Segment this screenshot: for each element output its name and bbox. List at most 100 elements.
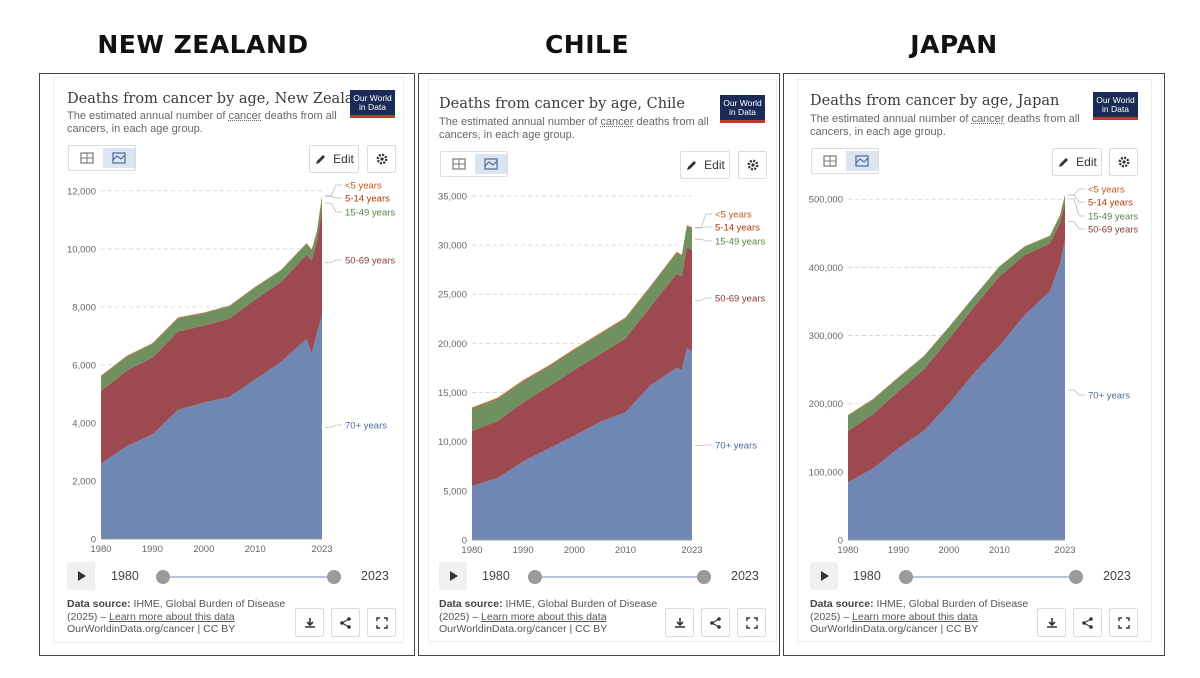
area-series-70-years[interactable] xyxy=(101,315,322,539)
timeline-start-handle[interactable] xyxy=(528,570,542,584)
timeline-track[interactable] xyxy=(542,576,704,578)
x-tick-label: 1990 xyxy=(888,545,909,556)
start-year-label: 1980 xyxy=(853,569,881,583)
share-button[interactable] xyxy=(701,608,730,637)
owid-logo[interactable]: Our World in Data xyxy=(350,90,395,118)
legend-label[interactable]: 70+ years xyxy=(1088,391,1130,402)
share-button[interactable] xyxy=(1073,608,1102,637)
y-tick-label: 400,000 xyxy=(809,263,843,274)
view-toggle xyxy=(811,148,879,174)
learn-more-link[interactable]: Learn more about this data xyxy=(852,610,978,623)
y-tick-label: 200,000 xyxy=(809,399,843,410)
share-icon xyxy=(710,617,721,629)
legend-label[interactable]: <5 years xyxy=(345,181,382,192)
table-view-button[interactable] xyxy=(71,148,103,168)
y-tick-label: 2,000 xyxy=(72,476,96,487)
legend-label[interactable]: 50-69 years xyxy=(1088,225,1138,236)
legend-label[interactable]: 50-69 years xyxy=(715,294,765,305)
legend-connector xyxy=(1068,389,1085,396)
learn-more-link[interactable]: Learn more about this data xyxy=(109,610,235,623)
legend-label[interactable]: 70+ years xyxy=(345,421,387,432)
area-series-50-69-years[interactable] xyxy=(472,247,692,486)
legend-label[interactable]: 70+ years xyxy=(715,441,757,452)
area-series-50-69-years[interactable] xyxy=(848,202,1065,483)
area-series-15-49-years[interactable] xyxy=(848,195,1065,431)
x-tick-label: 2010 xyxy=(245,544,266,555)
table-view-button[interactable] xyxy=(443,154,475,174)
download-button[interactable] xyxy=(665,608,694,637)
download-button[interactable] xyxy=(295,608,324,637)
gear-icon xyxy=(1118,156,1129,168)
share-button[interactable] xyxy=(331,608,360,637)
footer-url[interactable]: OurWorldinData.org/cancer | CC BY xyxy=(439,623,608,635)
timeline-start-handle[interactable] xyxy=(156,570,170,584)
source-text: IHME, Global Burden of Disease (2025) – xyxy=(439,598,658,623)
play-button[interactable] xyxy=(810,562,838,590)
legend-connector xyxy=(325,424,342,428)
y-tick-label: 10,000 xyxy=(67,244,96,255)
source-label: Data source: xyxy=(67,598,131,610)
chart-view-button[interactable] xyxy=(846,151,878,171)
owid-logo[interactable]: Our World in Data xyxy=(720,95,765,123)
gear-icon xyxy=(747,159,758,171)
legend-label[interactable]: 15-49 years xyxy=(1088,212,1138,223)
stacked-area-chart: 0 100,000 200,000 300,000 400,000 500,000 1980… xyxy=(809,185,1139,557)
play-icon xyxy=(78,571,86,581)
table-view-button[interactable] xyxy=(814,151,846,171)
subtitle-text: The estimated annual number of xyxy=(810,113,972,125)
x-tick-label: 1990 xyxy=(142,544,163,555)
legend-label[interactable]: 50-69 years xyxy=(345,256,395,267)
timeline-track[interactable] xyxy=(913,576,1076,578)
footer-url[interactable]: OurWorldinData.org/cancer | CC BY xyxy=(67,623,236,635)
area-series-70-years[interactable] xyxy=(848,240,1065,540)
x-tick-label: 2000 xyxy=(938,545,959,556)
x-tick-label: 1980 xyxy=(837,545,858,556)
area-series-15-49-years[interactable] xyxy=(472,226,692,431)
area-series-15-49-years[interactable] xyxy=(101,196,322,392)
timeline-start-handle[interactable] xyxy=(899,570,913,584)
timeline-end-handle[interactable] xyxy=(1069,570,1083,584)
x-tick-label: 2023 xyxy=(1054,545,1075,556)
y-tick-label: 8,000 xyxy=(72,302,96,313)
legend-label[interactable]: <5 years xyxy=(1088,185,1125,196)
end-year-label: 2023 xyxy=(731,569,759,583)
legend-label[interactable]: 5-14 years xyxy=(1088,198,1133,209)
timeline-track[interactable] xyxy=(170,576,334,578)
table-icon xyxy=(80,152,94,164)
fullscreen-button[interactable] xyxy=(367,608,396,637)
chart-view-button[interactable] xyxy=(475,154,507,174)
area-series-50-69-years[interactable] xyxy=(101,209,322,464)
chart-subtitle: The estimated annual number of cancer de… xyxy=(67,110,347,136)
legend-label[interactable]: 15-49 years xyxy=(715,237,765,248)
area-series-70-years[interactable] xyxy=(472,348,692,540)
edit-button[interactable]: Edit xyxy=(1052,148,1102,176)
download-button[interactable] xyxy=(1037,608,1066,637)
legend-connector xyxy=(695,213,712,228)
chart-view-button[interactable] xyxy=(103,148,135,168)
settings-button[interactable] xyxy=(738,151,767,179)
edit-button[interactable]: Edit xyxy=(309,145,359,173)
y-tick-label: 6,000 xyxy=(72,360,96,371)
owid-logo[interactable]: Our World in Data xyxy=(1093,92,1138,120)
cancer-link[interactable]: cancer xyxy=(971,113,1005,125)
legend-label[interactable]: 5-14 years xyxy=(715,223,760,234)
edit-button[interactable]: Edit xyxy=(680,151,730,179)
legend-label[interactable]: <5 years xyxy=(715,210,752,221)
legend-label[interactable]: 15-49 years xyxy=(345,208,395,219)
timeline-end-handle[interactable] xyxy=(327,570,341,584)
end-year-label: 2023 xyxy=(361,569,389,583)
settings-button[interactable] xyxy=(367,145,396,173)
legend-label[interactable]: 5-14 years xyxy=(345,194,390,205)
chart-title: Deaths from cancer by age, New Zealand xyxy=(67,91,373,107)
play-button[interactable] xyxy=(439,562,467,590)
play-button[interactable] xyxy=(67,562,95,590)
cancer-link[interactable]: cancer xyxy=(600,116,634,128)
learn-more-link[interactable]: Learn more about this data xyxy=(481,610,607,623)
fullscreen-button[interactable] xyxy=(737,608,766,637)
timeline-end-handle[interactable] xyxy=(697,570,711,584)
fullscreen-button[interactable] xyxy=(1109,608,1138,637)
cancer-link[interactable]: cancer xyxy=(228,110,262,122)
settings-button[interactable] xyxy=(1109,148,1138,176)
footer-url[interactable]: OurWorldinData.org/cancer | CC BY xyxy=(810,623,979,635)
x-tick-label: 1980 xyxy=(90,544,111,555)
